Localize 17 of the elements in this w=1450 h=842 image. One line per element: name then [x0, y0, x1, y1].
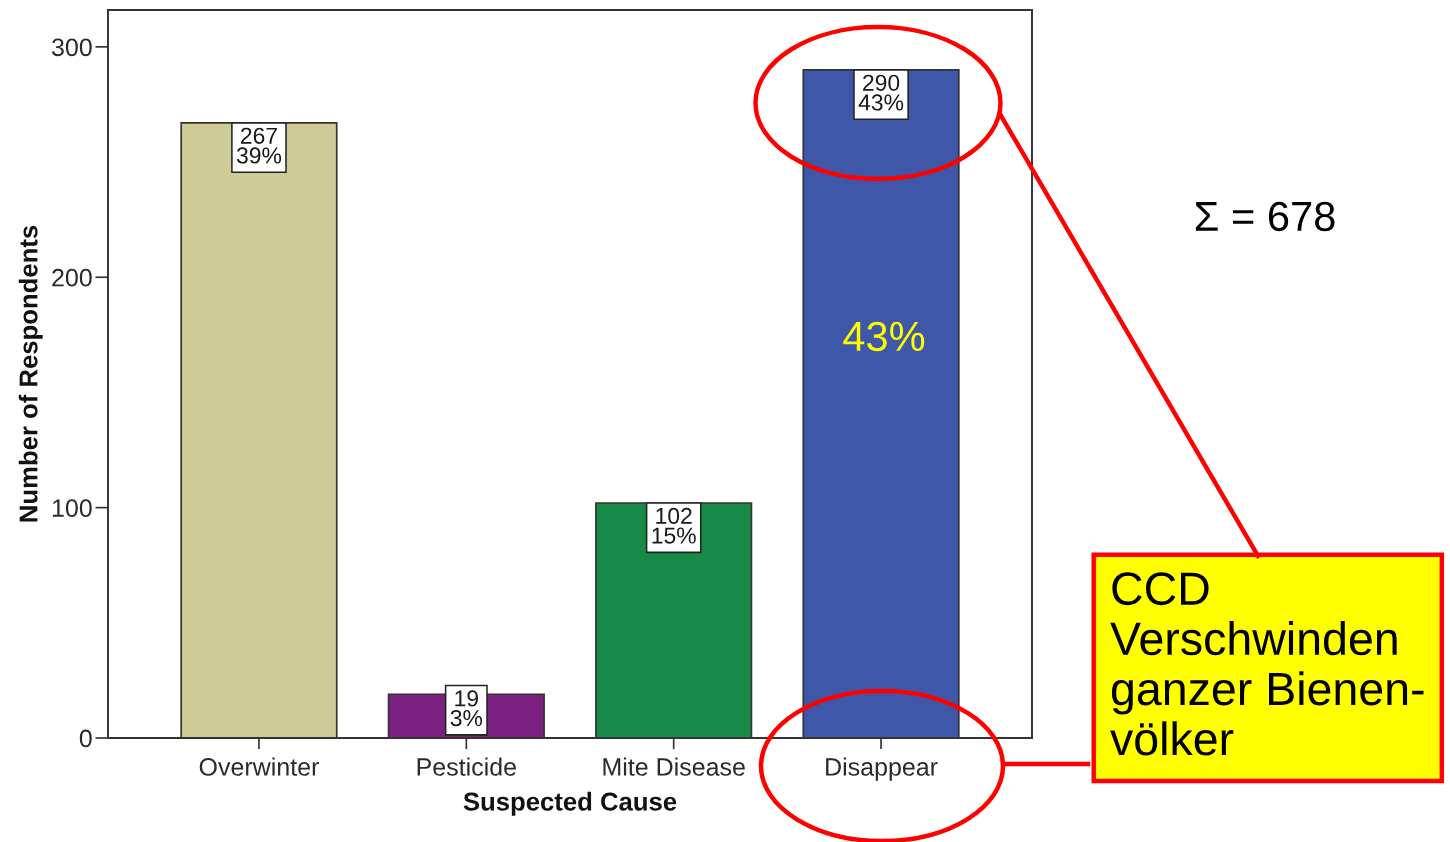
- y-tick-label: 100: [52, 499, 92, 517]
- data-label: 290 43%: [858, 74, 904, 111]
- text: CCD Verschwinden ganzer Bienen- völker: [1110, 572, 1424, 756]
- y-tick-label: 200: [52, 268, 92, 287]
- text: Σ = 678: [1195, 201, 1335, 232]
- y-axis-title: Number of Respondents: [18, 225, 43, 522]
- data-label: 102 15%: [652, 507, 696, 544]
- y-tick-label: 300: [51, 38, 92, 57]
- annotation: 43%: [843, 321, 925, 352]
- x-tick-label: Overwinter: [199, 757, 319, 776]
- y-tick-label: 0: [79, 729, 92, 748]
- x-tick-label: Disappear: [826, 757, 938, 781]
- data-label: 19 3%: [450, 690, 483, 727]
- data-label: 267 39%: [236, 127, 282, 164]
- x-tick-label: Pesticide: [417, 757, 516, 776]
- x-tick-label: Mite Disease: [603, 757, 745, 776]
- x-axis-title: Suspected Cause: [463, 791, 677, 816]
